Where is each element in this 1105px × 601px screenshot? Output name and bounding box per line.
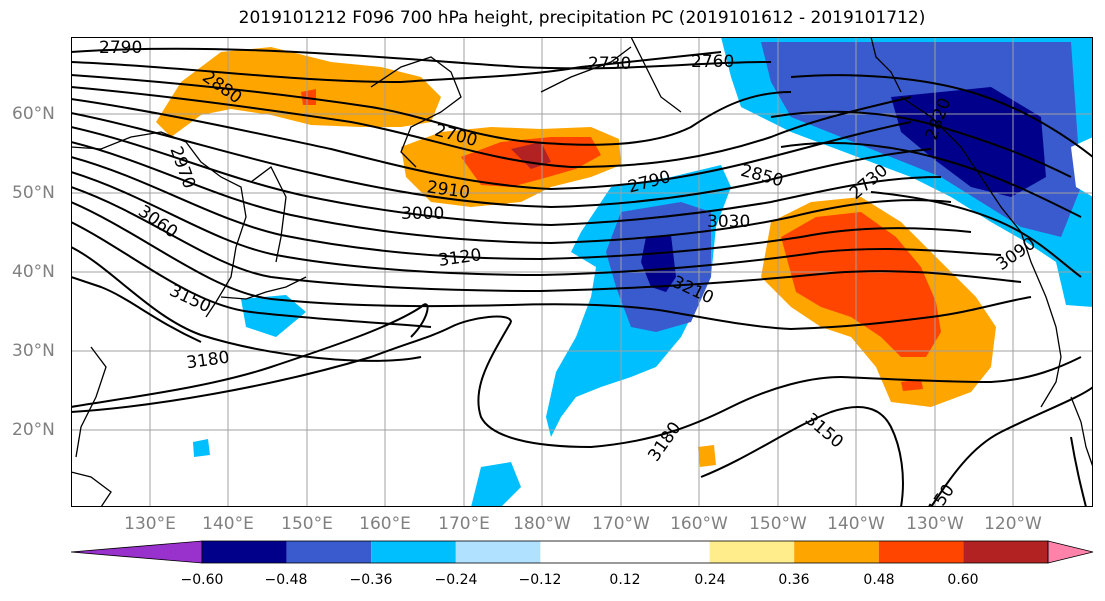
- map-canvas: 2790 2730 2760 2880 2700 2970 2910 3000 …: [71, 37, 1093, 507]
- colorbar-segment: [202, 541, 287, 563]
- lon-label: 160°W: [670, 514, 728, 534]
- colorbar: [71, 540, 1094, 564]
- lon-label: 180°W: [513, 514, 571, 534]
- contour-label: 3030: [707, 212, 750, 232]
- lat-label: 30°N: [12, 341, 55, 361]
- colorbar-extend-right: [1047, 540, 1094, 564]
- lon-label: 160°E: [359, 514, 411, 534]
- colorbar-tick-label: 0.60: [947, 572, 979, 588]
- lon-label: 150°W: [749, 514, 807, 534]
- lat-label: 50°N: [12, 183, 55, 203]
- colorbar-tick-label: 0.36: [778, 572, 810, 588]
- lat-label: 40°N: [12, 262, 55, 282]
- colorbar-tick-label: −0.48: [264, 572, 308, 588]
- colorbar-segment: [794, 541, 879, 563]
- colorbar-segment: [878, 541, 964, 563]
- height-contours: [71, 47, 1093, 507]
- colorbar-tick-label: −0.24: [434, 572, 478, 588]
- colorbar-tick-label: −0.12: [518, 572, 562, 588]
- colorbar-tick-label: −0.36: [349, 572, 393, 588]
- lon-label: 170°E: [438, 514, 490, 534]
- lon-label: 140°W: [827, 514, 885, 534]
- shading-layer: [156, 37, 1093, 507]
- colorbar-segment: [625, 541, 710, 563]
- map-plot-area: 2790 2730 2760 2880 2700 2970 2910 3000 …: [71, 37, 1093, 507]
- lon-label: 120°W: [984, 514, 1042, 534]
- colorbar-segment: [371, 541, 456, 563]
- contour-label: 2790: [99, 38, 142, 58]
- lat-label: 60°N: [12, 104, 55, 124]
- lon-label: 130°E: [124, 514, 176, 534]
- map-title: 2019101212 F096 700 hPa height, precipit…: [238, 8, 926, 28]
- colorbar-segment: [963, 541, 1048, 563]
- lon-label: 170°W: [592, 514, 650, 534]
- lon-label: 150°E: [281, 514, 333, 534]
- colorbar-segment: [286, 541, 372, 563]
- contour-label: 2760: [691, 52, 734, 72]
- coastlines: [71, 37, 1093, 507]
- colorbar-extend-left: [71, 540, 203, 564]
- colorbar-tick-label: −0.60: [180, 572, 224, 588]
- colorbar-segment: [540, 541, 625, 563]
- contour-label: 2730: [588, 54, 631, 74]
- colorbar-tick-label: 0.24: [694, 572, 726, 588]
- colorbar-tick-label: 0.12: [609, 572, 641, 588]
- colorbar-segment: [455, 541, 541, 563]
- contour-label: 3000: [401, 204, 444, 224]
- lon-label: 140°E: [202, 514, 254, 534]
- lat-label: 20°N: [12, 420, 55, 440]
- colorbar-tick-label: 0.48: [863, 572, 895, 588]
- colorbar-segment: [709, 541, 795, 563]
- lon-label: 130°W: [906, 514, 964, 534]
